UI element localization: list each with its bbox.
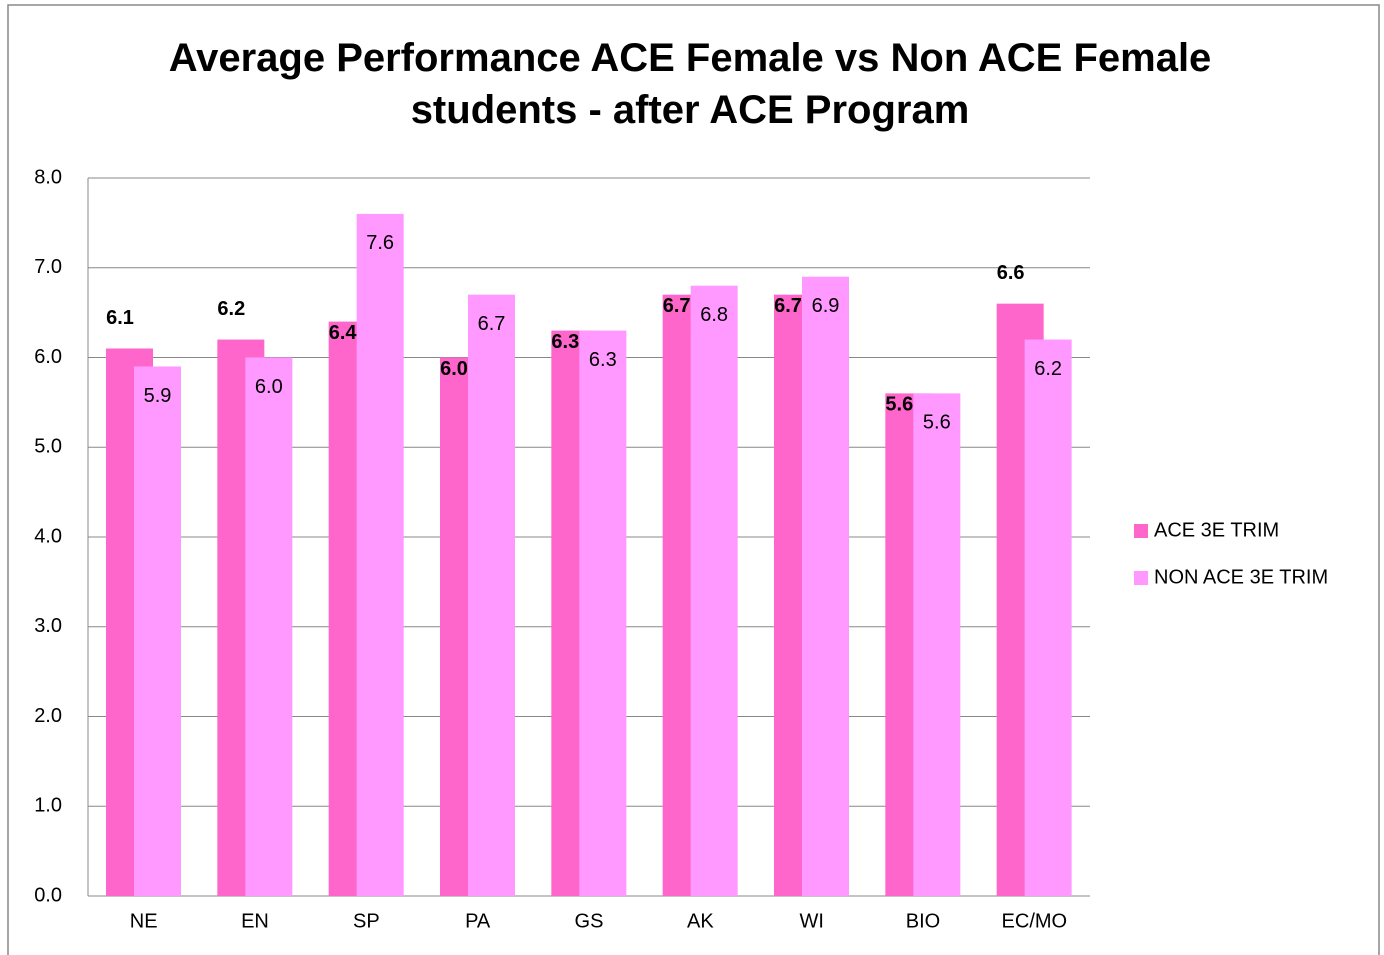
data-label: 6.0 [255, 376, 283, 398]
y-tick-label: 6.0 [34, 346, 62, 368]
bar [690, 285, 738, 896]
x-tick-label: EN [241, 910, 269, 932]
data-label: 6.6 [997, 262, 1025, 284]
legend-swatch [1134, 524, 1148, 538]
data-label: 6.2 [1034, 358, 1062, 380]
data-label: 5.6 [923, 412, 951, 434]
x-tick-label: WI [799, 910, 823, 932]
y-tick-label: 2.0 [34, 705, 62, 727]
y-tick-label: 4.0 [34, 525, 62, 547]
y-tick-label: 0.0 [34, 884, 62, 906]
bar [356, 213, 404, 896]
chart-title: Average Performance ACE Female vs Non AC… [168, 36, 1212, 132]
y-tick-label: 3.0 [34, 615, 62, 637]
x-tick-label: SP [353, 910, 380, 932]
bar [1024, 339, 1072, 896]
legend-swatch [1134, 571, 1148, 585]
chart-frame [7, 4, 1380, 955]
y-tick-label: 7.0 [34, 256, 62, 278]
bar [468, 294, 515, 896]
data-label: 6.2 [217, 298, 245, 320]
x-tick-label: PA [465, 910, 491, 932]
x-tick-label: GS [575, 910, 604, 932]
data-label: 7.6 [366, 232, 394, 254]
data-label: 5.6 [885, 394, 913, 416]
bar [913, 393, 961, 896]
y-tick-label: 8.0 [34, 166, 62, 188]
legend-label: NON ACE 3E TRIM [1154, 566, 1328, 588]
data-label: 6.3 [551, 331, 579, 353]
data-label: 5.9 [144, 385, 172, 407]
x-tick-label: AK [687, 910, 714, 932]
y-tick-label: 1.0 [34, 795, 62, 817]
bar [134, 366, 181, 897]
data-label: 6.7 [478, 313, 506, 335]
x-tick-label: BIO [906, 910, 940, 932]
bar [802, 276, 849, 897]
y-tick-label: 5.0 [34, 436, 62, 458]
data-label: 6.7 [663, 295, 691, 317]
bar [245, 357, 293, 896]
data-label: 6.4 [329, 322, 358, 344]
data-label: 6.9 [812, 295, 840, 317]
bar [579, 330, 627, 896]
data-label: 6.0 [440, 358, 468, 380]
x-tick-label: NE [130, 910, 158, 932]
data-label: 6.3 [589, 349, 617, 371]
data-label: 6.7 [774, 295, 802, 317]
x-tick-label: EC/MO [1002, 910, 1068, 932]
data-label: 6.1 [106, 307, 134, 329]
legend-label: ACE 3E TRIM [1154, 519, 1279, 541]
data-label: 6.8 [700, 304, 728, 326]
